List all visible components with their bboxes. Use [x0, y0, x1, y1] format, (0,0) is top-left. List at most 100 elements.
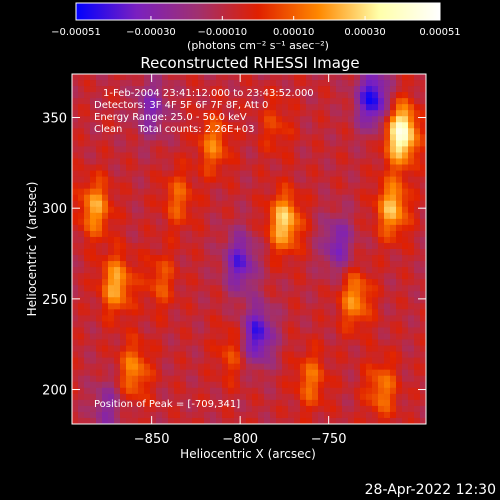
heatmap-cell	[360, 369, 367, 377]
heatmap-cell	[252, 303, 259, 310]
heatmap-cell	[300, 315, 307, 322]
heatmap-cell	[198, 273, 205, 280]
heatmap-cell	[270, 218, 277, 226]
heatmap-cell	[180, 267, 187, 274]
heatmap-cell	[162, 200, 169, 208]
heatmap-cell	[114, 399, 121, 407]
heatmap-cell	[324, 273, 331, 280]
heatmap-cell	[150, 381, 157, 389]
heatmap-cell	[108, 333, 115, 340]
heatmap-cell	[378, 273, 385, 280]
heatmap-cell	[324, 224, 331, 232]
heatmap-cell	[240, 255, 247, 262]
heatmap-cell	[150, 321, 157, 328]
heatmap-cell	[180, 110, 187, 117]
heatmap-cell	[222, 399, 229, 407]
heatmap-cell	[246, 333, 253, 340]
heatmap-cell	[420, 291, 427, 298]
heatmap-cell	[354, 303, 361, 310]
heatmap-cell	[144, 158, 151, 165]
heatmap-cell	[120, 182, 127, 190]
heatmap-cell	[330, 327, 337, 334]
heatmap-cell	[378, 140, 385, 147]
heatmap-cell	[132, 273, 139, 280]
heatmap-cell	[402, 255, 409, 262]
heatmap-cell	[114, 393, 121, 401]
heatmap-cell	[210, 188, 217, 196]
heatmap-cell	[372, 230, 379, 238]
heatmap-cell	[216, 249, 223, 256]
heatmap-cell	[216, 164, 223, 171]
heatmap-cell	[336, 387, 343, 395]
heatmap-cell	[366, 279, 373, 286]
heatmap-cell	[354, 152, 361, 159]
heatmap-cell	[168, 285, 175, 292]
heatmap-cell	[294, 170, 301, 177]
heatmap-cell	[336, 297, 343, 304]
heatmap-cell	[264, 303, 271, 310]
heatmap-cell	[78, 182, 85, 190]
heatmap-cell	[204, 236, 211, 244]
heatmap-cell	[192, 249, 199, 256]
heatmap-cell	[408, 261, 415, 268]
heatmap-cell	[138, 140, 145, 147]
heatmap-cell	[132, 309, 139, 316]
heatmap-cell	[306, 158, 313, 165]
heatmap-cell	[282, 224, 289, 232]
heatmap-cell	[180, 357, 187, 365]
heatmap-cell	[102, 309, 109, 316]
heatmap-cell	[384, 291, 391, 298]
heatmap-cell	[186, 309, 193, 316]
heatmap-cell	[288, 261, 295, 268]
heatmap-cell	[312, 158, 319, 165]
heatmap-cell	[420, 122, 427, 129]
heatmap-cell	[210, 339, 217, 346]
heatmap-cell	[306, 327, 313, 334]
heatmap-cell	[306, 104, 313, 111]
heatmap-cell	[312, 224, 319, 232]
heatmap-cell	[204, 285, 211, 292]
heatmap-cell	[210, 128, 217, 135]
heatmap-cell	[204, 309, 211, 316]
heatmap-cell	[420, 200, 427, 208]
heatmap-cell	[396, 393, 403, 401]
heatmap-cell	[276, 387, 283, 395]
heatmap-cell	[246, 417, 253, 425]
heatmap-cell	[96, 291, 103, 298]
heatmap-cell	[276, 303, 283, 310]
heatmap-cell	[216, 345, 223, 352]
heatmap-cell	[414, 333, 421, 340]
heatmap-cell	[348, 393, 355, 401]
heatmap-cell	[156, 74, 163, 81]
heatmap-cell	[186, 242, 193, 250]
heatmap-cell	[192, 134, 199, 141]
annotation-detectors: Detectors: 3F 4F 5F 6F 7F 8F, Att 0	[94, 100, 268, 111]
heatmap-cell	[270, 152, 277, 159]
heatmap-cell	[258, 279, 265, 286]
heatmap-cell	[306, 255, 313, 262]
heatmap-cell	[192, 393, 199, 401]
heatmap-cell	[180, 351, 187, 359]
heatmap-cell	[132, 188, 139, 196]
heatmap-cell	[162, 273, 169, 280]
heatmap-cell	[378, 224, 385, 232]
heatmap-cell	[318, 128, 325, 135]
heatmap-cell	[276, 212, 283, 220]
heatmap-cell	[378, 363, 385, 371]
heatmap-cell	[294, 224, 301, 232]
heatmap-cell	[276, 188, 283, 196]
heatmap-cell	[240, 267, 247, 274]
heatmap-cell	[132, 333, 139, 340]
heatmap-cell	[120, 297, 127, 304]
heatmap-cell	[216, 128, 223, 135]
heatmap-cell	[234, 309, 241, 316]
heatmap-cell	[138, 164, 145, 171]
heatmap-cell	[138, 80, 145, 87]
heatmap-cell	[330, 399, 337, 407]
heatmap-cell	[84, 261, 91, 268]
heatmap-cell	[270, 110, 277, 117]
heatmap-cell	[324, 279, 331, 286]
heatmap-cell	[264, 285, 271, 292]
heatmap-cell	[378, 188, 385, 196]
heatmap-cell	[132, 249, 139, 256]
